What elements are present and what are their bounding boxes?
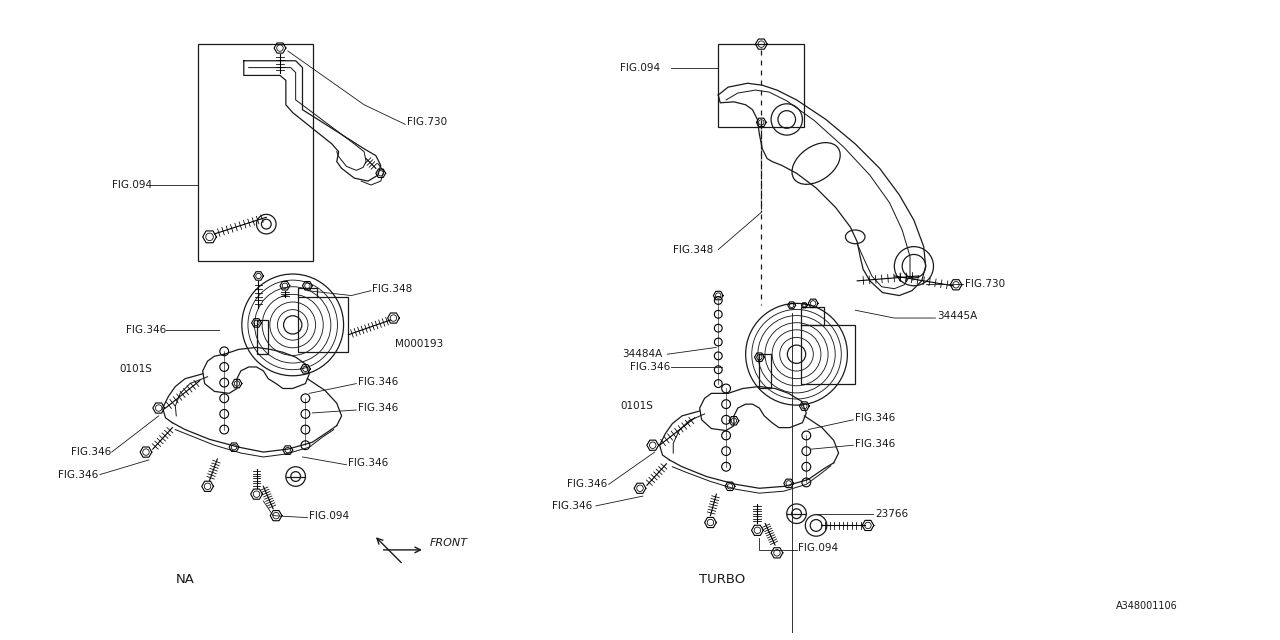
Text: FIG.094: FIG.094 [621, 63, 660, 72]
Text: FIG.346: FIG.346 [855, 413, 896, 423]
Text: FIG.346: FIG.346 [552, 501, 593, 511]
Text: FIG.346: FIG.346 [127, 324, 166, 335]
Text: FIG.348: FIG.348 [372, 284, 412, 294]
Bar [718, 44, 804, 127]
Text: FRONT: FRONT [430, 538, 467, 548]
Text: FIG.346: FIG.346 [567, 479, 607, 490]
Text: FIG.346: FIG.346 [855, 439, 896, 449]
Text: FIG.094: FIG.094 [799, 543, 838, 553]
Text: FIG.346: FIG.346 [630, 362, 671, 372]
Text: FIG.094: FIG.094 [111, 180, 152, 190]
Text: FIG.346: FIG.346 [348, 458, 389, 468]
Bar [198, 44, 314, 261]
Text: 0101S: 0101S [621, 401, 653, 411]
Text: FIG.346: FIG.346 [70, 447, 111, 457]
Text: FIG.094: FIG.094 [310, 511, 349, 521]
Text: 34484A: 34484A [622, 349, 663, 359]
Text: 34445A: 34445A [937, 311, 978, 321]
Text: 23766: 23766 [874, 509, 908, 518]
Bar [297, 298, 348, 352]
Text: FIG.730: FIG.730 [407, 117, 447, 127]
Text: TURBO: TURBO [699, 573, 745, 586]
Text: FIG.346: FIG.346 [358, 403, 398, 413]
Text: NA: NA [175, 573, 195, 586]
Text: FIG.346: FIG.346 [58, 470, 99, 479]
Text: FIG.348: FIG.348 [673, 244, 713, 255]
Text: M000193: M000193 [396, 339, 444, 349]
Bar [801, 325, 855, 383]
Text: 0101S: 0101S [119, 364, 152, 374]
Text: FIG.346: FIG.346 [358, 376, 398, 387]
Text: A348001106: A348001106 [1116, 601, 1178, 611]
Text: FIG.730: FIG.730 [965, 279, 1005, 289]
